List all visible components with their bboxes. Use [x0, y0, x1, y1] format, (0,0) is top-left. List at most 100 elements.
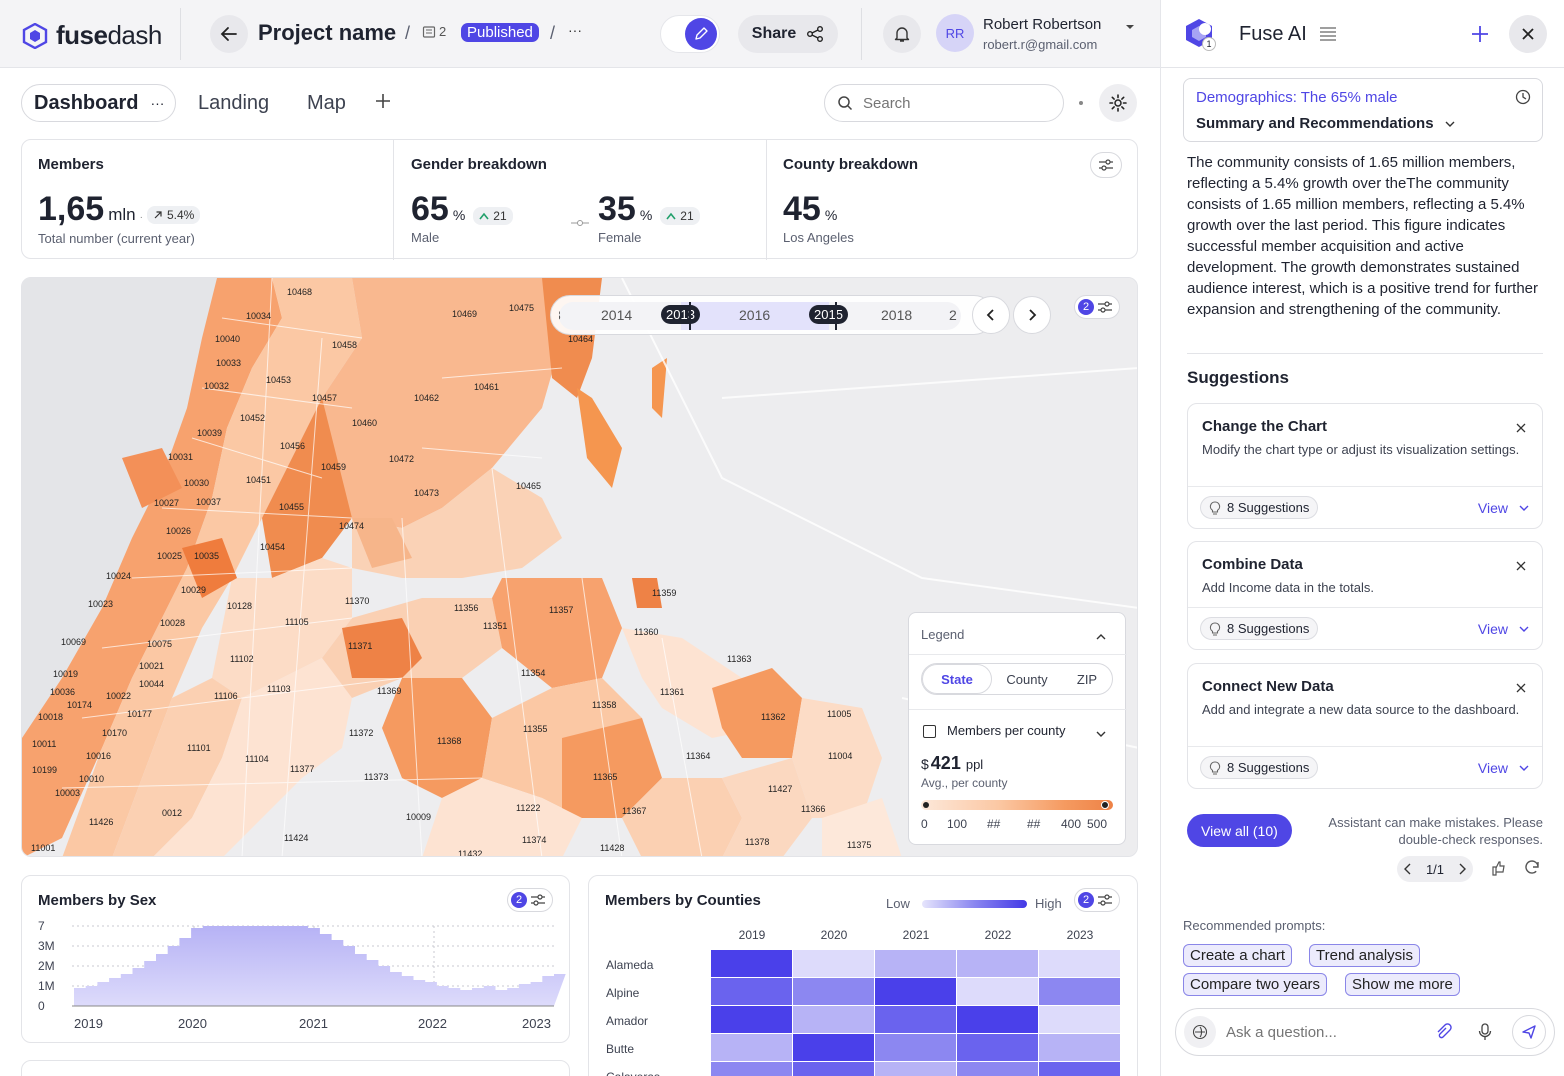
timeline-handle[interactable] [689, 302, 691, 330]
heatmap-cell[interactable] [793, 1062, 874, 1076]
heatmap-grid[interactable]: 2019 2020 2021 2022 2023 Alameda Alpine Amador B… [589, 916, 1137, 1076]
timeline-next-button[interactable] [1013, 296, 1051, 334]
timeline-prev-button[interactable] [972, 296, 1010, 334]
prompt-create-chart[interactable]: Create a chart [1183, 944, 1293, 967]
heatmap-cell[interactable] [875, 1034, 956, 1061]
heatmap-cell[interactable] [793, 950, 874, 977]
suggestion-combine-data[interactable]: Combine Data Add Income data in the total… [1187, 541, 1543, 650]
timeline-year-selected[interactable]: 2013 [661, 305, 700, 324]
heatmap-cell[interactable] [1039, 1034, 1120, 1061]
ask-model-button[interactable] [1184, 1016, 1216, 1048]
heatmap-cell[interactable] [1039, 950, 1120, 977]
sex-chart-filter-button[interactable]: 2 [507, 888, 553, 912]
map-filter-button[interactable]: 2 [1074, 295, 1120, 319]
tab-landing[interactable]: Landing [198, 92, 270, 114]
heatmap-cell[interactable] [711, 978, 792, 1005]
view-suggestions-button[interactable]: View [1478, 760, 1530, 776]
legend-tab-county[interactable]: County [1006, 671, 1048, 687]
context-card[interactable]: Demographics: The 65% male Summary and R… [1183, 78, 1543, 142]
ai-menu-button[interactable] [1319, 27, 1337, 46]
suggestion-connect-data[interactable]: Connect New Data Add and integrate a new … [1187, 663, 1543, 789]
avatar[interactable]: RR [936, 14, 974, 52]
map-card[interactable]: 10468 10034 10040 10033 10032 10453 10458 10469… [21, 277, 1138, 857]
legend-collapse-button[interactable] [1095, 629, 1107, 647]
legend-tab-zip[interactable]: ZIP [1076, 671, 1098, 687]
timeline-year-selected[interactable]: 2015 [809, 305, 848, 324]
timeline-year[interactable]: 2016 [739, 307, 771, 323]
heatmap-cell[interactable] [711, 1006, 792, 1033]
heatmap-cell[interactable] [1039, 1062, 1120, 1076]
timeline-year[interactable]: 2 [949, 307, 957, 323]
share-button[interactable]: Share [738, 15, 838, 53]
heatmap-cell[interactable] [711, 1034, 792, 1061]
legend-metric-dropdown[interactable] [1095, 726, 1107, 744]
timeline-handle[interactable] [835, 302, 837, 330]
year-timeline[interactable]: 3 2014 2013 2016 2015 2018 2 [550, 295, 994, 335]
prompt-show-more[interactable]: Show me more [1345, 973, 1460, 996]
view-suggestions-button[interactable]: View [1478, 500, 1530, 516]
heatmap-cell[interactable] [711, 950, 792, 977]
prompt-compare-years[interactable]: Compare two years [1183, 973, 1328, 996]
heatmap-cell[interactable] [711, 1062, 792, 1076]
prompt-trend-analysis[interactable]: Trend analysis [1309, 944, 1420, 967]
heatmap-cell[interactable] [875, 950, 956, 977]
legend-tab-state[interactable]: State [922, 664, 992, 694]
timeline-year[interactable]: 2018 [881, 307, 913, 323]
chevron-left-icon[interactable] [1403, 863, 1413, 875]
dismiss-suggestion-button[interactable] [1516, 680, 1526, 698]
members-per-county-checkbox[interactable] [923, 725, 936, 738]
paperclip-icon[interactable] [1434, 1023, 1452, 1041]
status-badge[interactable]: Published [461, 23, 539, 42]
search-input[interactable] [863, 94, 1043, 112]
suggestions-count-chip[interactable]: 8 Suggestions [1200, 496, 1319, 519]
new-chat-button[interactable] [1471, 25, 1489, 48]
settings-button[interactable] [1099, 84, 1137, 122]
chevron-right-icon[interactable] [1457, 863, 1467, 875]
project-more-button[interactable]: ··· [568, 22, 582, 38]
add-tab-button[interactable] [374, 92, 392, 115]
edit-toggle[interactable] [660, 15, 720, 53]
timeline-year[interactable]: 3 [559, 307, 561, 323]
heatmap-cell[interactable] [957, 1062, 1038, 1076]
ask-input[interactable] [1226, 1023, 1416, 1041]
heatmap-cell[interactable] [793, 978, 874, 1005]
back-button[interactable] [210, 15, 248, 53]
user-menu-chevron[interactable] [1124, 20, 1136, 38]
heatmap-cell[interactable] [957, 950, 1038, 977]
heatmap-cell[interactable] [793, 1034, 874, 1061]
heatmap-cell[interactable] [875, 1006, 956, 1033]
view-suggestions-button[interactable]: View [1478, 621, 1530, 637]
app-logo[interactable]: fusedash [22, 20, 162, 51]
close-panel-button[interactable] [1509, 15, 1547, 53]
pages-count[interactable]: 2 [422, 24, 446, 39]
timeline-year[interactable]: 2014 [601, 307, 633, 323]
context-title[interactable]: Summary and Recommendations [1196, 115, 1456, 132]
suggestion-change-chart[interactable]: Change the Chart Modify the chart type or… [1187, 403, 1543, 529]
heatmap-cell[interactable] [1039, 1006, 1120, 1033]
dismiss-suggestion-button[interactable] [1516, 420, 1526, 438]
heatmap-cell[interactable] [957, 1006, 1038, 1033]
regenerate-button[interactable] [1523, 859, 1541, 882]
tab-more-button[interactable]: ··· [150, 95, 165, 111]
dismiss-suggestion-button[interactable] [1516, 558, 1526, 576]
project-name[interactable]: Project name [258, 20, 397, 45]
suggestions-count-chip[interactable]: 8 Suggestions [1200, 617, 1319, 640]
context-link[interactable]: Demographics: The 65% male [1196, 89, 1398, 106]
tab-dashboard[interactable]: Dashboard ··· [21, 84, 176, 122]
tab-map[interactable]: Map [307, 92, 346, 114]
sex-area-chart[interactable]: 7 3M 2M 1M 0 2019 2020 2021 2022 2023 [22, 916, 571, 1044]
notifications-button[interactable] [883, 15, 921, 53]
send-button[interactable] [1512, 1015, 1546, 1049]
view-all-button[interactable]: View all (10) [1187, 814, 1292, 847]
heatmap-cell[interactable] [875, 978, 956, 1005]
microphone-icon[interactable] [1478, 1023, 1492, 1041]
feedback-button[interactable] [1491, 859, 1511, 882]
heatmap-cell[interactable] [957, 1034, 1038, 1061]
heatmap-cell[interactable] [957, 978, 1038, 1005]
search-box[interactable] [824, 84, 1064, 122]
history-button[interactable] [1515, 89, 1531, 110]
heatmap-cell[interactable] [1039, 978, 1120, 1005]
heatmap-filter-button[interactable]: 2 [1074, 888, 1120, 912]
heatmap-cell[interactable] [793, 1006, 874, 1033]
kpi-filter-button[interactable] [1090, 152, 1122, 178]
